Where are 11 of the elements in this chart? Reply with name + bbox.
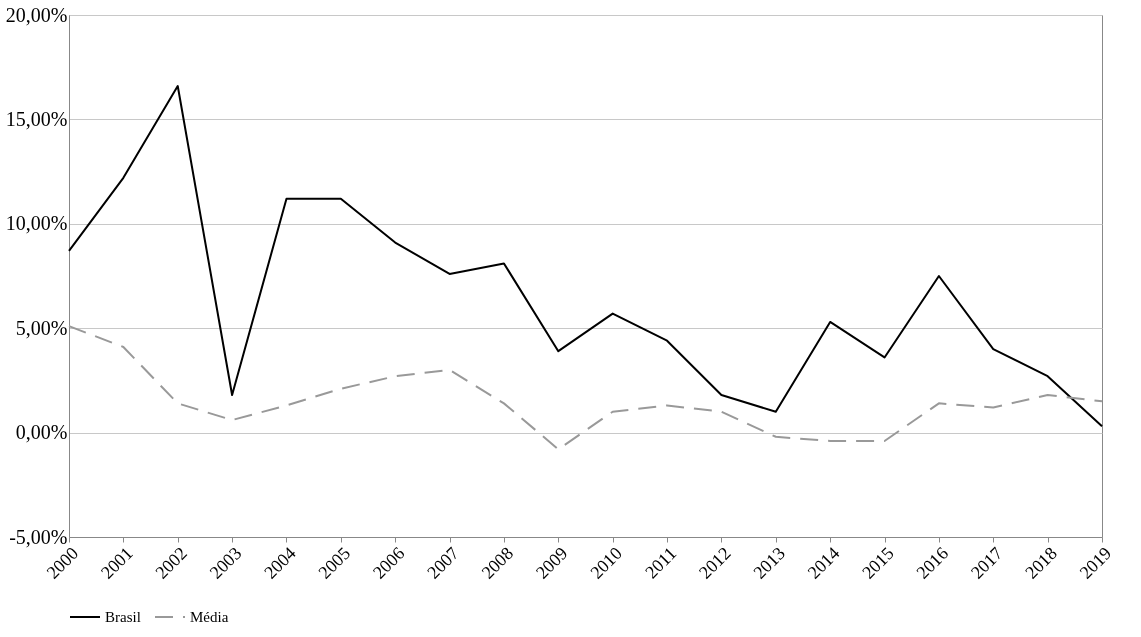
- y-tick-label: 10,00%: [5, 212, 68, 235]
- line-series: [68, 325, 1103, 451]
- x-tick-label: 2001: [97, 543, 137, 583]
- legend-label: Média: [190, 609, 229, 625]
- line-series: [68, 84, 1103, 428]
- y-tick-label: 5,00%: [15, 316, 68, 339]
- y-tick-label: 0,00%: [15, 421, 68, 444]
- y-tick-label: 20,00%: [5, 3, 68, 26]
- legend-label: Brasil: [105, 609, 141, 625]
- y-tick-label: 15,00%: [5, 107, 68, 130]
- y-tick-label: -5,00%: [9, 525, 68, 548]
